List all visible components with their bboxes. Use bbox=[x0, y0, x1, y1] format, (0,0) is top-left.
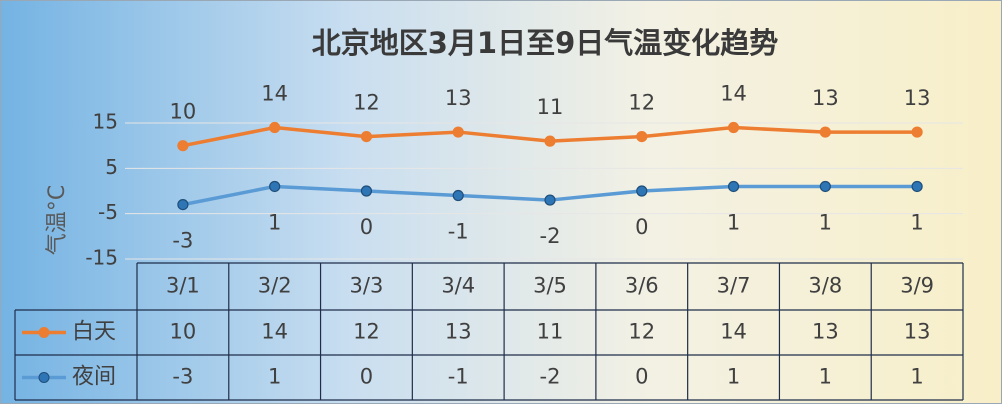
data-point bbox=[727, 180, 740, 193]
data-point bbox=[819, 180, 831, 193]
y-tick-label: 5 bbox=[105, 155, 118, 179]
data-label: 1 bbox=[819, 210, 832, 234]
table-cell: 12 bbox=[353, 320, 380, 344]
x-tick-label: 3/3 bbox=[350, 274, 384, 298]
data-point bbox=[544, 135, 556, 147]
data-label: 0 bbox=[360, 215, 373, 239]
data-point bbox=[636, 185, 648, 197]
x-tick-label: 3/7 bbox=[717, 274, 751, 298]
x-tick-label: 3/8 bbox=[808, 274, 842, 298]
data-point bbox=[911, 180, 923, 193]
chart-title: 北京地区3月1日至9日气温变化趋势 bbox=[312, 26, 779, 60]
data-point bbox=[360, 185, 373, 197]
data-label: 14 bbox=[261, 82, 288, 106]
y-axis-label: 气温°C bbox=[45, 185, 70, 255]
data-label: 0 bbox=[635, 215, 648, 239]
table-cell: 0 bbox=[360, 365, 373, 389]
table-cell: 12 bbox=[628, 320, 655, 344]
data-label: 1 bbox=[268, 210, 281, 234]
data-point bbox=[177, 199, 189, 211]
table-cell: 0 bbox=[635, 365, 648, 389]
table-cell: 13 bbox=[445, 320, 472, 344]
legend-label: 白天 bbox=[72, 320, 116, 345]
table-cell: 10 bbox=[170, 320, 197, 344]
data-point bbox=[452, 126, 464, 138]
y-tick-label: -15 bbox=[85, 246, 118, 270]
table-cell: 1 bbox=[910, 365, 923, 389]
data-point bbox=[727, 121, 740, 134]
data-label: -1 bbox=[448, 220, 469, 244]
data-point bbox=[544, 194, 556, 206]
data-point bbox=[452, 189, 464, 202]
x-tick-label: 3/6 bbox=[625, 274, 659, 298]
table-cell: -1 bbox=[448, 365, 469, 389]
data-label: 11 bbox=[537, 95, 564, 119]
data-label: 1 bbox=[727, 210, 740, 234]
data-point bbox=[177, 140, 189, 152]
data-label: 13 bbox=[904, 86, 931, 110]
x-tick-label: 3/4 bbox=[441, 274, 475, 298]
table-cell: 13 bbox=[904, 320, 931, 344]
data-point bbox=[819, 126, 831, 138]
table-cell: 11 bbox=[537, 320, 564, 344]
y-tick-label: 15 bbox=[93, 110, 118, 134]
data-label: -3 bbox=[172, 229, 193, 253]
table-cell: 13 bbox=[812, 320, 839, 344]
data-label: 13 bbox=[445, 86, 472, 110]
legend-swatch bbox=[38, 372, 50, 383]
data-point bbox=[269, 121, 281, 134]
data-label: 1 bbox=[910, 210, 923, 234]
data-label: 14 bbox=[720, 82, 747, 106]
x-tick-label: 3/2 bbox=[258, 274, 292, 298]
data-point bbox=[269, 180, 281, 193]
x-tick-label: 3/5 bbox=[533, 274, 567, 298]
data-point bbox=[636, 131, 648, 143]
data-label: 12 bbox=[628, 91, 655, 115]
table-cell: 1 bbox=[727, 365, 740, 389]
table-cell: 14 bbox=[720, 320, 747, 344]
x-tick-label: 3/9 bbox=[900, 274, 934, 298]
data-point bbox=[911, 126, 923, 138]
table-cell: 1 bbox=[268, 365, 281, 389]
data-label: 10 bbox=[170, 100, 197, 124]
data-point bbox=[360, 131, 373, 143]
x-tick-label: 3/1 bbox=[166, 274, 200, 298]
legend-swatch bbox=[38, 327, 50, 338]
table-cell: -3 bbox=[172, 365, 193, 389]
data-label: 12 bbox=[353, 91, 380, 115]
table-cell: -2 bbox=[540, 365, 561, 389]
y-tick-label: -5 bbox=[98, 200, 118, 224]
table-cell: 14 bbox=[261, 320, 288, 344]
table-cell: 1 bbox=[819, 365, 832, 389]
data-label: 13 bbox=[812, 86, 839, 110]
legend-label: 夜间 bbox=[72, 365, 116, 390]
data-label: -2 bbox=[540, 224, 561, 248]
